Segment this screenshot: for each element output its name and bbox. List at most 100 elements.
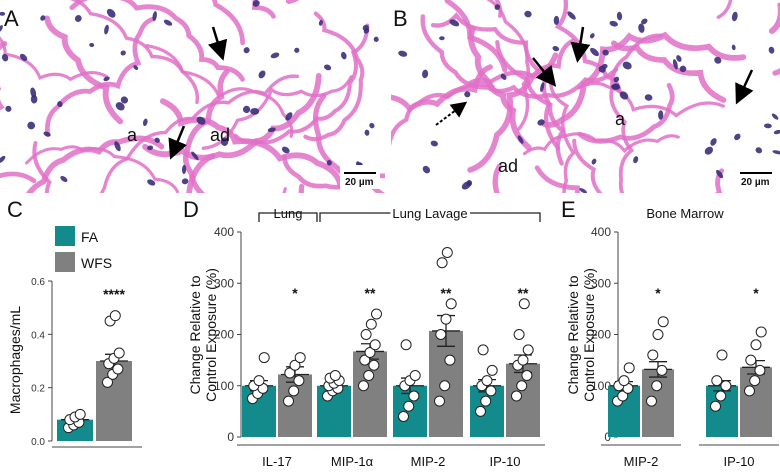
y-tick-label: 400: [591, 225, 611, 239]
panel-letter-d: D: [183, 197, 199, 222]
e-wfs-data-point: [744, 385, 755, 397]
cell-nucleus: [104, 24, 109, 35]
e-fa-data-point: [711, 375, 723, 387]
cell-nucleus: [5, 105, 12, 112]
cell-nucleus: [181, 178, 189, 185]
d-wfs-data-point: [439, 380, 451, 392]
e-fa-data-point: [716, 349, 728, 361]
panel-letter-c: C: [7, 197, 23, 222]
d-fa-data-point: [481, 375, 493, 387]
e-wfs-data-point: [652, 329, 664, 340]
chart-title: Bone Marrow: [646, 206, 724, 221]
cell-nucleus: [422, 69, 429, 79]
tissue-septum: [554, 0, 622, 93]
tissue-septum: [45, 16, 157, 137]
d-wfs-data-point: [359, 354, 371, 366]
cell-nucleus: [147, 179, 156, 186]
cell-nucleus: [764, 123, 772, 129]
cell-nucleus: [517, 135, 524, 144]
cell-nucleus: [106, 8, 116, 18]
cell-nucleus: [1, 53, 9, 62]
cell-nucleus: [196, 116, 206, 125]
e-wfs-data-point: [656, 364, 668, 376]
cell-nucleus: [258, 70, 266, 79]
d-fa-data-point: [409, 370, 421, 381]
category-label: IL-17: [262, 454, 292, 469]
tissue-septum: [577, 81, 725, 118]
cell-nucleus: [242, 105, 251, 114]
tissue-septum: [32, 141, 52, 193]
cell-nucleus: [0, 155, 6, 163]
cell-nucleus: [609, 20, 618, 27]
d-wfs-data-point: [521, 370, 533, 381]
cell-nucleus: [120, 96, 129, 104]
tissue-septum: [714, 168, 725, 193]
arrow-icon: [532, 57, 557, 87]
e-wfs-data-point: [750, 339, 762, 351]
cell-nucleus: [464, 91, 471, 98]
cell-nucleus: [281, 146, 290, 154]
cell-nucleus: [553, 15, 560, 25]
d-fa-data-point: [475, 405, 486, 417]
cell-nucleus: [19, 53, 28, 61]
legend-label-wfs: WFS: [81, 255, 112, 271]
d-wfs-data-point: [513, 329, 525, 340]
significance-marker: **: [441, 285, 452, 301]
scale-bar-label-b: 20 µm: [741, 177, 770, 188]
d-wfs-data-point: [435, 329, 447, 340]
y-tick-label: 300: [591, 276, 611, 290]
cell-nucleus: [398, 50, 408, 57]
y-tick-label: 100: [214, 379, 234, 393]
cell-nucleus: [30, 87, 37, 98]
d-wfs-data-point: [364, 346, 376, 358]
tissue-septum: [211, 0, 245, 46]
cell-nucleus: [324, 64, 332, 71]
bracket-lung-lavage: [319, 212, 541, 222]
d-wfs-data-point: [365, 318, 377, 330]
cell-nucleus: [294, 47, 300, 53]
cell-nucleus: [500, 73, 507, 80]
tissue-septum: [494, 0, 503, 18]
dotted-arrow-icon: [435, 101, 468, 126]
cell-nucleus: [267, 127, 276, 133]
cell-nucleus: [494, 4, 501, 10]
d-fa-data-point: [253, 375, 265, 387]
cell-nucleus: [40, 15, 46, 21]
e-fa-data-point: [623, 362, 635, 374]
d-wfs-data-point: [289, 359, 301, 371]
cell-nucleus: [115, 102, 125, 111]
e-fa-data-point: [720, 380, 732, 392]
e-wfs-data-point: [646, 395, 657, 407]
cell-nucleus: [154, 137, 160, 143]
cell-nucleus: [619, 91, 629, 100]
cell-nucleus: [704, 146, 714, 155]
tissue-septum: [251, 0, 276, 19]
d-wfs-data-point: [368, 359, 380, 371]
d-fa-data-point: [258, 352, 270, 364]
legend-label-fa: FA: [81, 229, 99, 245]
d-wfs-data-point: [358, 380, 369, 392]
tissue-septum: [541, 31, 747, 128]
cell-nucleus: [142, 118, 148, 127]
cell-nucleus: [364, 129, 370, 136]
d-fa-data-point: [485, 385, 497, 397]
cell-nucleus: [191, 151, 199, 161]
tissue-septum: [0, 171, 37, 184]
cell-nucleus: [439, 36, 445, 41]
tissue-septum: [303, 11, 365, 142]
d-wfs-data-point: [293, 375, 305, 387]
cell-nucleus: [133, 65, 139, 71]
chart-e-bone-marrow: 0 100 200 300 400 Change Relative toControl E…: [565, 206, 779, 469]
tissue-septum: [444, 0, 508, 73]
c-wfs-data-point: [109, 310, 121, 322]
tissue-septum: [201, 75, 353, 150]
e-fa-data-point: [617, 390, 629, 402]
e-fa-data-point: [710, 400, 721, 412]
cell-nucleus: [57, 101, 63, 108]
significance-marker: **: [518, 285, 529, 301]
y-tick-label: 0.2: [31, 384, 45, 395]
significance-marker: ****: [103, 286, 125, 302]
cell-nucleus: [773, 129, 780, 135]
cell-nucleus: [243, 47, 250, 54]
